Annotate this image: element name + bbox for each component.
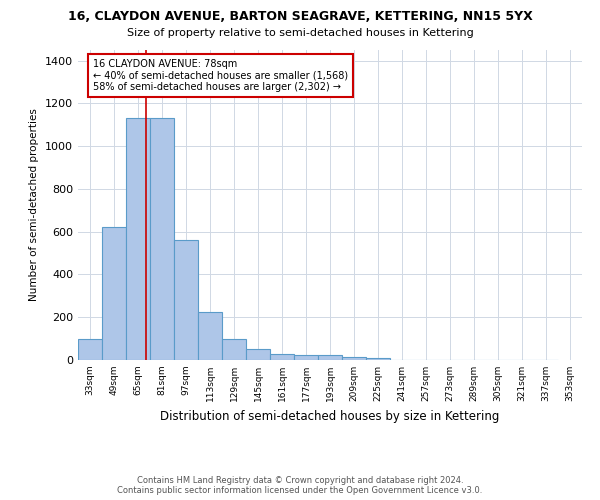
Text: 16, CLAYDON AVENUE, BARTON SEAGRAVE, KETTERING, NN15 5YX: 16, CLAYDON AVENUE, BARTON SEAGRAVE, KET… [68, 10, 532, 23]
Bar [198, 312, 222, 360]
Bar [150, 118, 174, 360]
Bar [294, 354, 318, 360]
Bar [78, 338, 102, 360]
X-axis label: Distribution of semi-detached houses by size in Kettering: Distribution of semi-detached houses by … [160, 410, 500, 422]
Bar [174, 240, 198, 360]
Text: Contains HM Land Registry data © Crown copyright and database right 2024.
Contai: Contains HM Land Registry data © Crown c… [118, 476, 482, 495]
Bar [102, 228, 126, 360]
Text: Size of property relative to semi-detached houses in Kettering: Size of property relative to semi-detach… [127, 28, 473, 38]
Bar [270, 354, 294, 360]
Bar [126, 118, 150, 360]
Bar [366, 358, 390, 360]
Bar [246, 350, 270, 360]
Text: 16 CLAYDON AVENUE: 78sqm
← 40% of semi-detached houses are smaller (1,568)
58% o: 16 CLAYDON AVENUE: 78sqm ← 40% of semi-d… [93, 60, 348, 92]
Bar [222, 338, 246, 360]
Bar [342, 357, 366, 360]
Y-axis label: Number of semi-detached properties: Number of semi-detached properties [29, 108, 40, 302]
Bar [318, 354, 342, 360]
